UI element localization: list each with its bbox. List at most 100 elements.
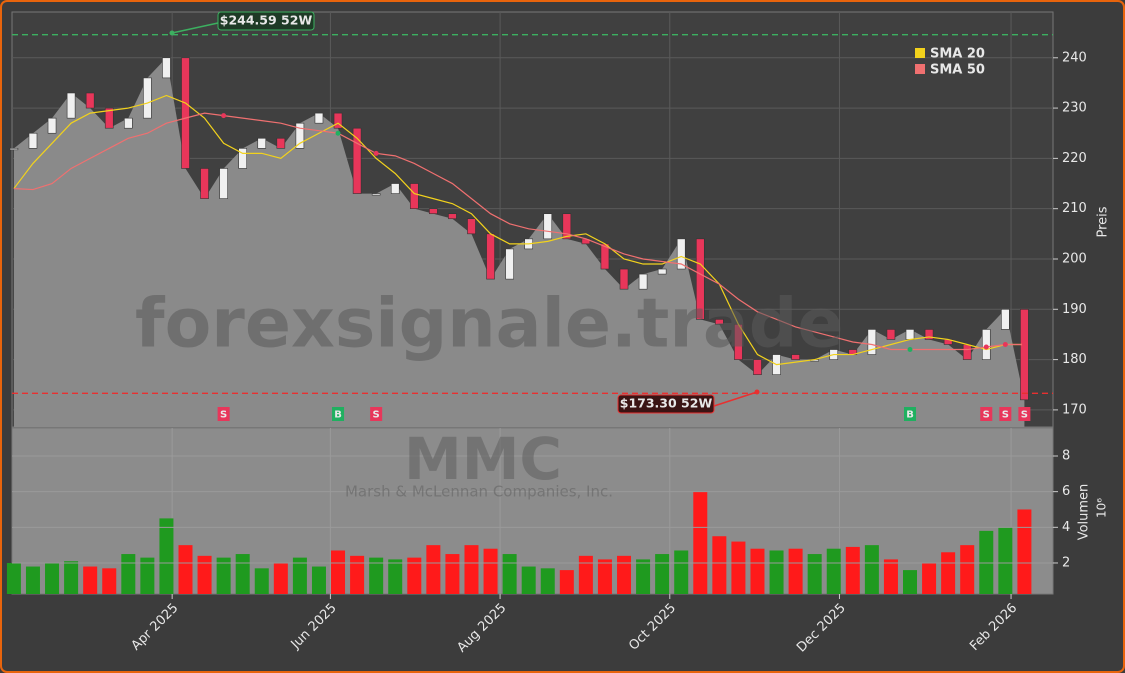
candle bbox=[867, 329, 877, 355]
candle bbox=[295, 122, 305, 149]
candle bbox=[715, 319, 724, 325]
signal-label: B bbox=[334, 410, 342, 421]
volume-bar bbox=[502, 554, 517, 594]
y-tick-label: 170 bbox=[1062, 402, 1087, 417]
candle bbox=[47, 117, 57, 134]
volume-bar bbox=[655, 554, 670, 594]
volume-bar bbox=[311, 566, 326, 594]
volume-bar bbox=[540, 568, 555, 594]
signal-dot bbox=[983, 344, 989, 350]
y-tick-label: 190 bbox=[1062, 302, 1087, 317]
volume-bar bbox=[292, 557, 307, 594]
candle bbox=[238, 148, 247, 169]
volume-bar bbox=[445, 554, 460, 594]
volume-bar bbox=[197, 555, 212, 594]
watermark-ticker: MMC bbox=[404, 425, 562, 493]
signal-dot bbox=[221, 113, 227, 119]
volume-bar bbox=[464, 545, 479, 594]
legend-swatch bbox=[915, 64, 925, 74]
candle bbox=[429, 208, 438, 215]
volume-tick-label: 6 bbox=[1062, 484, 1070, 499]
candle bbox=[200, 168, 209, 199]
low_52w-arrow-head bbox=[754, 389, 760, 395]
y-tick-label: 200 bbox=[1062, 251, 1087, 266]
volume-bar bbox=[731, 541, 746, 594]
high_52w-label-box bbox=[217, 11, 315, 31]
volume-bar bbox=[121, 554, 136, 594]
volume-bar bbox=[426, 545, 441, 594]
candle bbox=[9, 148, 19, 151]
legend-swatch bbox=[915, 48, 925, 58]
legend-label: SMA 20 bbox=[930, 47, 985, 62]
candle bbox=[981, 329, 991, 360]
volume-bar bbox=[159, 518, 174, 594]
volume-bar bbox=[483, 548, 498, 594]
volume-bar bbox=[388, 559, 403, 594]
candle bbox=[657, 268, 667, 275]
low_52w-label: $173.30 52W bbox=[620, 396, 713, 411]
volume-bar bbox=[235, 554, 250, 594]
volume-bar bbox=[559, 570, 574, 594]
volume-bar bbox=[273, 562, 288, 594]
candle bbox=[371, 193, 381, 196]
legend-label: SMA 50 bbox=[930, 63, 985, 78]
signal-label: B bbox=[906, 410, 914, 421]
volume-bar bbox=[578, 555, 593, 594]
volume-bar bbox=[826, 548, 841, 594]
y-tick-label: 210 bbox=[1062, 201, 1087, 216]
candle bbox=[28, 132, 38, 149]
volume-bar bbox=[216, 557, 231, 594]
volume-bar bbox=[140, 557, 155, 594]
volume-bar bbox=[883, 559, 898, 594]
volume-bar bbox=[521, 566, 536, 594]
candle bbox=[143, 77, 152, 119]
sma-line bbox=[13, 94, 1025, 366]
volume-bar bbox=[636, 559, 651, 594]
signal-label: S bbox=[220, 410, 227, 421]
volume-bar bbox=[998, 527, 1013, 594]
signal-marker bbox=[217, 407, 230, 421]
candle bbox=[676, 238, 686, 270]
volume-bar bbox=[750, 548, 765, 594]
candle bbox=[905, 329, 915, 340]
volume-bar bbox=[102, 568, 117, 594]
candle bbox=[695, 238, 705, 320]
y-tick-label: 180 bbox=[1062, 352, 1087, 367]
candle bbox=[543, 213, 553, 240]
candle bbox=[448, 213, 457, 220]
candle bbox=[1020, 308, 1029, 401]
volume-axis-label: Volumen bbox=[1077, 484, 1092, 541]
volume-bar bbox=[845, 546, 860, 594]
volume-bar bbox=[350, 555, 365, 594]
candle bbox=[505, 248, 514, 280]
candle bbox=[638, 273, 648, 290]
volume-tick-label: 8 bbox=[1062, 448, 1070, 463]
volume-tick-label: 2 bbox=[1062, 555, 1070, 570]
volume-bar bbox=[693, 491, 708, 594]
candle bbox=[409, 183, 419, 209]
volume-bar bbox=[1017, 509, 1032, 594]
volume-bar bbox=[712, 536, 727, 594]
volume-tick-label: 4 bbox=[1062, 520, 1070, 535]
signal-label: S bbox=[1002, 410, 1009, 421]
candle bbox=[333, 112, 343, 129]
candle bbox=[66, 92, 76, 119]
signal-marker bbox=[904, 407, 917, 421]
signal-marker bbox=[1018, 407, 1031, 421]
candle bbox=[886, 329, 896, 340]
y-tick-label: 240 bbox=[1062, 50, 1087, 65]
candle bbox=[924, 329, 934, 340]
high_52w-arrow-head bbox=[169, 30, 175, 36]
volume-bar bbox=[979, 530, 994, 594]
candle bbox=[314, 112, 324, 124]
volume-bar bbox=[769, 550, 784, 594]
candle bbox=[753, 359, 762, 375]
y-tick-label: 220 bbox=[1062, 151, 1087, 166]
candle bbox=[257, 137, 267, 149]
signal-dot bbox=[1002, 342, 1008, 348]
high_52w-arrow bbox=[171, 22, 219, 34]
candle bbox=[791, 354, 800, 360]
candle bbox=[467, 218, 476, 235]
volume-bar bbox=[369, 557, 384, 594]
candle bbox=[562, 213, 572, 240]
